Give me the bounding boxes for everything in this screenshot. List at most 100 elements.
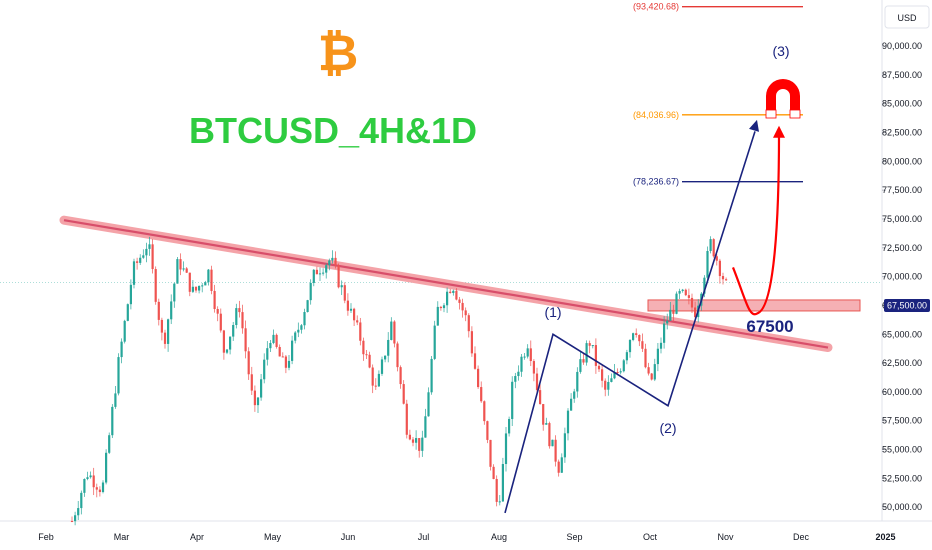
candle-131 [477,365,480,389]
candle-111 [415,430,418,450]
candle-140 [504,426,508,472]
candle-172 [604,378,607,397]
candle-206 [709,236,712,254]
candle-195 [675,291,678,315]
candle-26 [151,239,154,274]
wave-label-3: (3) [772,43,789,59]
candle-157 [557,459,560,477]
candle-187 [650,372,653,381]
candle-162 [573,388,576,403]
candle-159 [563,427,566,463]
candle-120 [442,303,446,313]
candle-53 [235,303,238,329]
candle-147 [526,344,529,359]
candle-138 [498,495,501,506]
candle-208 [715,254,718,266]
y-tick-label-15: 87,500.00 [882,70,922,80]
candle-23 [142,249,145,259]
candle-164 [579,351,582,374]
candle-13 [111,404,114,439]
candle-19 [129,279,132,310]
candle-106 [399,365,402,389]
candle-32 [170,294,173,325]
candle-165 [582,353,585,365]
candle-42 [201,282,204,293]
candle-9 [98,486,101,497]
x-tick-label-10: Dec [793,532,810,542]
candle-191 [663,316,666,349]
candle-100 [380,356,384,376]
candle-2 [77,500,80,521]
candle-171 [601,364,604,388]
candle-15 [117,353,120,396]
candle-44 [207,268,210,286]
candle-194 [672,304,675,322]
candle-88 [343,282,346,304]
candle-8 [95,483,98,498]
x-tick-label-5: Jul [418,532,430,542]
candle-14 [114,385,117,409]
candle-185 [644,343,647,369]
candle-163 [576,367,579,398]
candle-152 [542,403,545,431]
candle-55 [241,304,244,334]
candle-130 [473,346,477,370]
candle-86 [337,263,340,289]
candle-114 [424,408,427,438]
x-tick-label-2: Apr [190,532,204,542]
candle-78 [312,268,315,287]
current-price-label: 67,500.00 [887,300,927,310]
x-tick-label-1: Mar [114,532,130,542]
currency-label: USD [897,13,917,23]
descending-trendline[interactable] [63,219,829,349]
bitcoin-icon: ₿ [318,24,359,82]
candle-126 [461,298,464,318]
candle-125 [458,297,461,310]
candle-93 [359,317,362,346]
price-axis-area[interactable] [882,0,932,550]
candle-79 [315,266,318,275]
candle-33 [173,282,176,308]
target-levels: (93,420.68) (84,036.96) (78,236.67) [633,2,803,187]
candle-155 [551,439,554,447]
candle-97 [371,364,374,394]
candle-84 [331,250,334,264]
x-tick-label-4: Jun [341,532,356,542]
candle-210 [721,272,725,285]
y-tick-label-14: 85,000.00 [882,99,922,109]
candle-4 [83,478,86,497]
candle-18 [126,303,129,322]
candle-25 [148,236,151,256]
candle-71 [291,335,294,365]
candle-179 [625,349,628,365]
candle-184 [641,333,644,353]
candle-72 [294,331,297,344]
key-level-zone[interactable] [647,299,861,312]
candle-5 [86,471,89,481]
candle-74 [300,323,303,334]
candle-186 [647,362,650,376]
x-tick-label-0: Feb [38,532,54,542]
candle-201 [694,301,697,319]
elliott-wave-path[interactable] [504,131,756,514]
candle-178 [622,358,625,373]
candle-62 [263,353,266,384]
candle-146 [523,352,526,360]
candle-1 [74,511,77,526]
candle-98 [374,378,377,390]
candle-145 [520,353,523,377]
candle-190 [659,337,663,354]
candle-21 [136,257,139,270]
candle-35 [179,253,182,276]
candle-69 [284,355,287,374]
projection-arrow[interactable] [731,133,781,316]
y-tick-label-10: 75,000.00 [882,214,922,224]
candle-149 [532,359,535,382]
candle-10 [101,480,105,494]
candle-158 [560,453,563,473]
currency-box[interactable] [884,5,930,29]
candle-123 [452,289,455,296]
candle-95 [365,349,368,360]
candle-200 [690,293,694,313]
